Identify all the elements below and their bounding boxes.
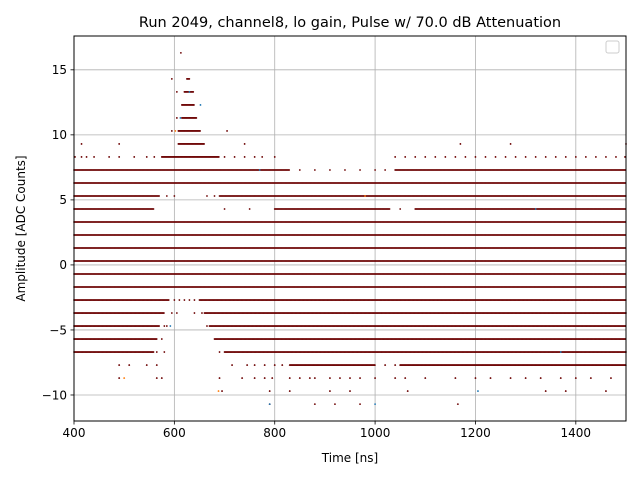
data-point bbox=[624, 156, 626, 158]
data-point bbox=[226, 130, 228, 132]
data-point bbox=[388, 208, 391, 210]
data-point bbox=[80, 156, 83, 158]
data-point bbox=[193, 104, 195, 106]
data-point bbox=[179, 52, 182, 54]
data-point bbox=[170, 78, 173, 80]
data-point bbox=[414, 156, 417, 158]
data-point bbox=[329, 169, 331, 171]
data-point bbox=[484, 156, 487, 158]
data-point bbox=[394, 156, 397, 158]
data-point bbox=[494, 156, 497, 158]
data-point bbox=[298, 169, 301, 171]
data-point bbox=[444, 156, 447, 158]
data-point bbox=[213, 195, 216, 197]
data-point bbox=[74, 156, 76, 158]
data-point bbox=[80, 143, 83, 145]
data-point bbox=[313, 169, 316, 171]
data-point bbox=[217, 156, 220, 158]
data-point bbox=[564, 156, 567, 158]
data-point bbox=[615, 156, 617, 158]
data-point bbox=[188, 78, 191, 80]
data-point bbox=[175, 117, 178, 119]
data-point bbox=[544, 156, 547, 158]
data-point bbox=[454, 156, 457, 158]
data-point bbox=[594, 156, 597, 158]
data-point bbox=[273, 156, 276, 158]
data-point bbox=[509, 143, 512, 145]
data-point bbox=[85, 156, 88, 158]
data-point bbox=[605, 156, 607, 158]
data-point bbox=[261, 156, 264, 158]
data-point bbox=[459, 143, 462, 145]
data-point bbox=[173, 195, 176, 197]
data-point bbox=[93, 156, 95, 158]
data-point bbox=[158, 195, 161, 197]
data-point bbox=[152, 208, 155, 210]
data-point bbox=[108, 156, 111, 158]
data-point bbox=[170, 130, 173, 132]
grid-lines bbox=[73, 36, 626, 421]
data-point bbox=[424, 156, 427, 158]
data-point bbox=[223, 156, 226, 158]
data-point bbox=[434, 156, 437, 158]
data-point bbox=[344, 169, 346, 171]
data-point bbox=[133, 156, 136, 158]
data-point bbox=[175, 91, 178, 93]
data-point bbox=[534, 156, 537, 158]
data-points bbox=[73, 52, 627, 405]
data-point bbox=[253, 156, 256, 158]
data-point bbox=[192, 91, 195, 93]
data-point bbox=[554, 156, 557, 158]
data-point bbox=[359, 169, 361, 171]
data-point bbox=[464, 156, 467, 158]
data-point bbox=[399, 208, 402, 210]
data-point bbox=[584, 156, 587, 158]
data-point bbox=[203, 143, 205, 145]
data-point bbox=[474, 156, 477, 158]
data-point bbox=[206, 195, 208, 197]
data-point bbox=[288, 169, 291, 171]
data-point bbox=[243, 156, 246, 158]
data-point bbox=[524, 156, 527, 158]
data-point bbox=[404, 156, 407, 158]
data-point bbox=[145, 156, 148, 158]
data-point bbox=[165, 195, 168, 197]
data-point bbox=[153, 156, 156, 158]
data-point bbox=[199, 130, 201, 132]
data-point bbox=[384, 169, 387, 171]
data-point bbox=[574, 156, 577, 158]
data-point bbox=[504, 156, 507, 158]
data-point bbox=[233, 156, 236, 158]
data-point bbox=[118, 156, 121, 158]
data-point bbox=[374, 169, 376, 171]
data-point bbox=[223, 208, 226, 210]
data-point bbox=[195, 117, 198, 119]
data-point bbox=[248, 208, 251, 210]
data-point bbox=[118, 143, 121, 145]
data-point bbox=[243, 143, 246, 145]
data-point bbox=[514, 156, 517, 158]
